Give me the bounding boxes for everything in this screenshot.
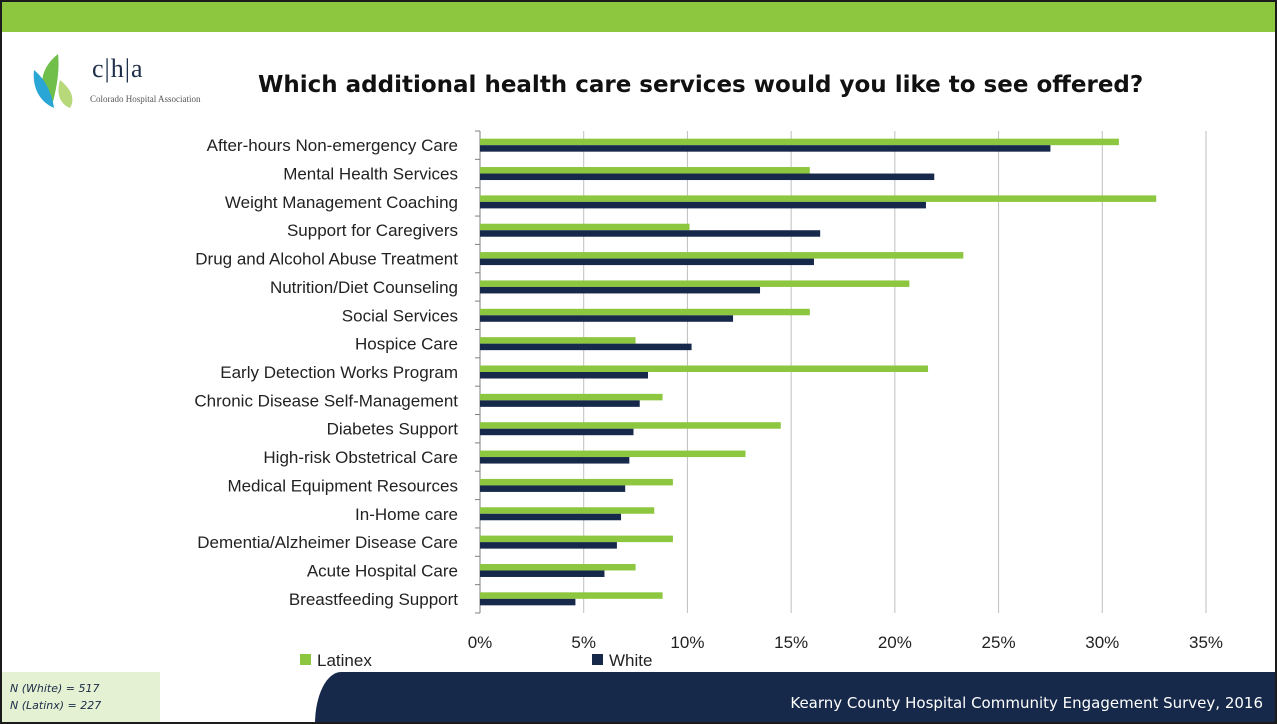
bar-latinex [480, 422, 781, 429]
bar-white [480, 598, 576, 606]
bar-latinex [480, 223, 690, 231]
bar-white [480, 258, 814, 266]
bar-white [480, 542, 617, 549]
bar-latinex [480, 563, 636, 571]
bar-chart: 0% 5% 10% 15% 20% 25% 30% 35% After-hours Non-em… [194, 130, 1223, 670]
bar-white [480, 343, 692, 351]
n-latinx-note: N (Latinx) = 227 [10, 699, 102, 712]
logo-subtitle: Colorado Hospital Association [90, 94, 201, 104]
bar-latinex [480, 450, 746, 458]
bar-latinex [480, 535, 673, 543]
bar-latinex [480, 138, 1119, 146]
bar-white [480, 570, 605, 577]
category-label: Social Services [342, 306, 458, 325]
legend-swatch-white [592, 654, 603, 665]
bar-white [480, 201, 926, 209]
bar-white [480, 315, 734, 322]
category-label: Nutrition/Diet Counseling [270, 278, 458, 297]
category-label: Acute Hospital Care [307, 561, 458, 580]
category-label: Dementia/Alzheimer Disease Care [197, 533, 458, 552]
bar-white [480, 286, 761, 294]
legend-label-latinex: Latinex [317, 651, 372, 670]
x-tick-label: 30% [1085, 633, 1119, 652]
x-tick-label: 10% [670, 633, 704, 652]
bar-latinex [480, 337, 636, 344]
footer-source: Kearny County Hospital Community Engagem… [790, 694, 1263, 712]
bar-latinex [480, 365, 929, 372]
bar-white [480, 145, 1051, 152]
category-label: Early Detection Works Program [220, 363, 458, 382]
bar-white [480, 513, 622, 521]
legend-label-white: White [609, 651, 652, 670]
bar-white [480, 372, 649, 379]
category-label: In-Home care [355, 505, 458, 524]
bar-white [480, 485, 626, 492]
legend-swatch-latinex [300, 654, 311, 665]
x-tick-label: 20% [878, 633, 912, 652]
x-tick-label: 15% [774, 633, 808, 652]
bar-latinex [480, 478, 673, 486]
category-label: High-risk Obstetrical Care [263, 448, 458, 467]
page-title: Which additional health care services wo… [258, 72, 1144, 98]
x-tick-label: 35% [1189, 633, 1223, 652]
bar-white [480, 457, 630, 464]
leaf-logo-icon [33, 54, 73, 108]
bar-latinex [480, 507, 655, 514]
category-label: Diabetes Support [327, 420, 459, 439]
category-label: Chronic Disease Self-Management [194, 391, 458, 410]
bar-latinex [480, 167, 810, 174]
category-label: Medical Equipment Resources [227, 476, 458, 495]
bar-latinex [480, 195, 1157, 202]
category-label: Hospice Care [355, 335, 458, 354]
x-tick-label: 5% [571, 633, 596, 652]
sample-size-panel: N (White) = 517 N (Latinx) = 227 [0, 672, 160, 724]
category-label: Weight Management Coaching [225, 193, 458, 212]
bar-latinex [480, 308, 810, 316]
category-label: Breastfeeding Support [289, 590, 458, 609]
bar-latinex [480, 280, 910, 287]
logo-text: c|h|a [92, 54, 144, 83]
cha-logo: c|h|a Colorado Hospital Association [30, 50, 240, 110]
x-tick-label: 25% [982, 633, 1016, 652]
footer-dark-panel [315, 672, 1277, 724]
bar-latinex [480, 592, 663, 599]
bar-latinex [480, 393, 663, 401]
top-accent-bar [0, 0, 1277, 32]
category-label: After-hours Non-emergency Care [207, 136, 458, 155]
category-label: Drug and Alcohol Abuse Treatment [195, 250, 458, 269]
bar-latinex [480, 252, 964, 259]
bar-white [480, 173, 935, 181]
x-tick-label: 0% [468, 633, 493, 652]
n-white-note: N (White) = 517 [10, 682, 100, 695]
bar-white [480, 230, 821, 237]
category-label: Support for Caregivers [287, 221, 458, 240]
bar-white [480, 400, 640, 407]
bar-white [480, 428, 634, 436]
category-label: Mental Health Services [283, 165, 458, 184]
